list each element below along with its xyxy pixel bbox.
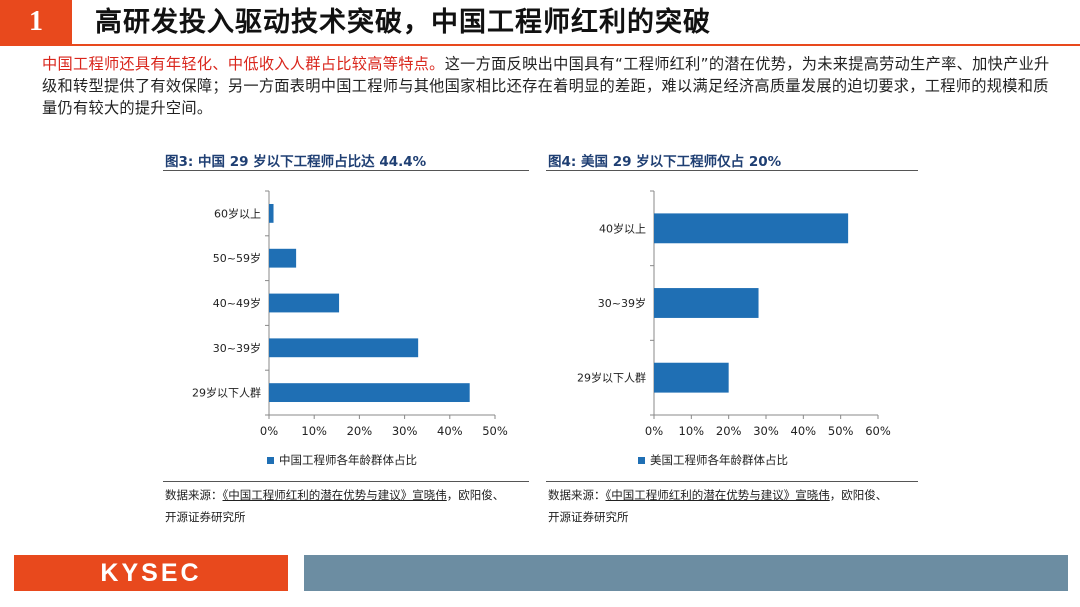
chart2-title: 图4: 美国 29 岁以下工程师仅占 20% bbox=[548, 154, 782, 170]
footer-brand-bar: KYSEC bbox=[14, 555, 288, 591]
chart2-category-label: 30~39岁 bbox=[598, 296, 646, 310]
chart2-bar bbox=[654, 213, 849, 244]
chart1-category-label: 30~39岁 bbox=[213, 341, 261, 355]
chart2-x-tick-label: 40% bbox=[791, 424, 817, 438]
intro-highlight: 中国工程师还具有年轻化、中低收入人群占比较高等特点。 bbox=[42, 55, 445, 73]
chart2-x-tick-label: 30% bbox=[753, 424, 779, 438]
chart1-legend-swatch bbox=[267, 457, 274, 464]
slide-number: 1 bbox=[0, 0, 72, 44]
chart1-bar bbox=[269, 248, 297, 268]
chart1-x-tick-label: 20% bbox=[347, 424, 373, 438]
chart1-category-label: 50~59岁 bbox=[213, 251, 261, 265]
chart1-title: 图3: 中国 29 岁以下工程师占比达 44.4% bbox=[165, 154, 427, 170]
chart1-source: 数据来源：《中国工程师红利的潜在优势与建议》宣晓伟，欧阳俊、 开源证券研究所 bbox=[165, 488, 505, 524]
footer-band bbox=[304, 555, 1068, 591]
chart2-source-rule bbox=[546, 481, 918, 482]
chart1-x-tick-label: 10% bbox=[301, 424, 327, 438]
chart2-x-tick-label: 60% bbox=[865, 424, 891, 438]
chart1-source-rule bbox=[163, 481, 529, 482]
chart2-bar bbox=[654, 362, 729, 393]
chart2-bar bbox=[654, 288, 759, 318]
chart1-category-label: 40~49岁 bbox=[213, 296, 261, 310]
chart1-bar bbox=[269, 203, 274, 223]
chart1-title-rule bbox=[163, 170, 529, 171]
chart2-plot: 40岁以上 30~39岁 29岁以下人群 0% 10% 20% 30% 40% 50% 60% 美国… bbox=[577, 190, 891, 467]
title-divider bbox=[0, 44, 1080, 46]
chart2-x-tick-label: 20% bbox=[716, 424, 742, 438]
chart2-legend-swatch bbox=[638, 457, 645, 464]
chart2-x-tick-label: 10% bbox=[679, 424, 705, 438]
kysec-logo: KYSEC bbox=[100, 559, 202, 587]
chart1-x-tick-label: 50% bbox=[482, 424, 508, 438]
chart1-x-tick-label: 40% bbox=[437, 424, 463, 438]
chart1-x-tick-label: 30% bbox=[392, 424, 418, 438]
chart1-legend-label: 中国工程师各年龄群体占比 bbox=[279, 453, 417, 467]
intro-paragraph: 中国工程师还具有年轻化、中低收入人群占比较高等特点。这一方面反映出中国具有“工程… bbox=[42, 53, 1052, 119]
chart2-legend-label: 美国工程师各年龄群体占比 bbox=[650, 453, 788, 467]
chart1-plot: 60岁以上 50~59岁 40~49岁 30~39岁 29岁以下人群 0% 10% 20% 30… bbox=[192, 190, 508, 467]
chart1-category-label: 29岁以下人群 bbox=[192, 386, 261, 400]
chart1-x-tick-label: 0% bbox=[260, 424, 278, 438]
slide-title: 高研发投入驱动技术突破，中国工程师红利的突破 bbox=[95, 7, 711, 38]
chart1-category-label: 60岁以上 bbox=[214, 206, 261, 220]
chart2-source: 数据来源：《中国工程师红利的潜在优势与建议》宣晓伟，欧阳俊、 开源证券研究所 bbox=[548, 488, 888, 524]
chart2-x-tick-label: 50% bbox=[828, 424, 854, 438]
chart2-category-label: 40岁以上 bbox=[599, 221, 646, 235]
chart1-bar bbox=[269, 338, 419, 358]
chart1-bar bbox=[269, 383, 470, 403]
chart2-category-label: 29岁以下人群 bbox=[577, 371, 646, 385]
intro-text: 这一方面反映出中国具有“工程师红利”的潜在优势，为未来提高劳动生产率、加快产业升… bbox=[42, 55, 1050, 117]
chart2-title-rule bbox=[546, 170, 918, 171]
chart1-bar bbox=[269, 293, 340, 313]
chart2-x-tick-label: 0% bbox=[645, 424, 663, 438]
